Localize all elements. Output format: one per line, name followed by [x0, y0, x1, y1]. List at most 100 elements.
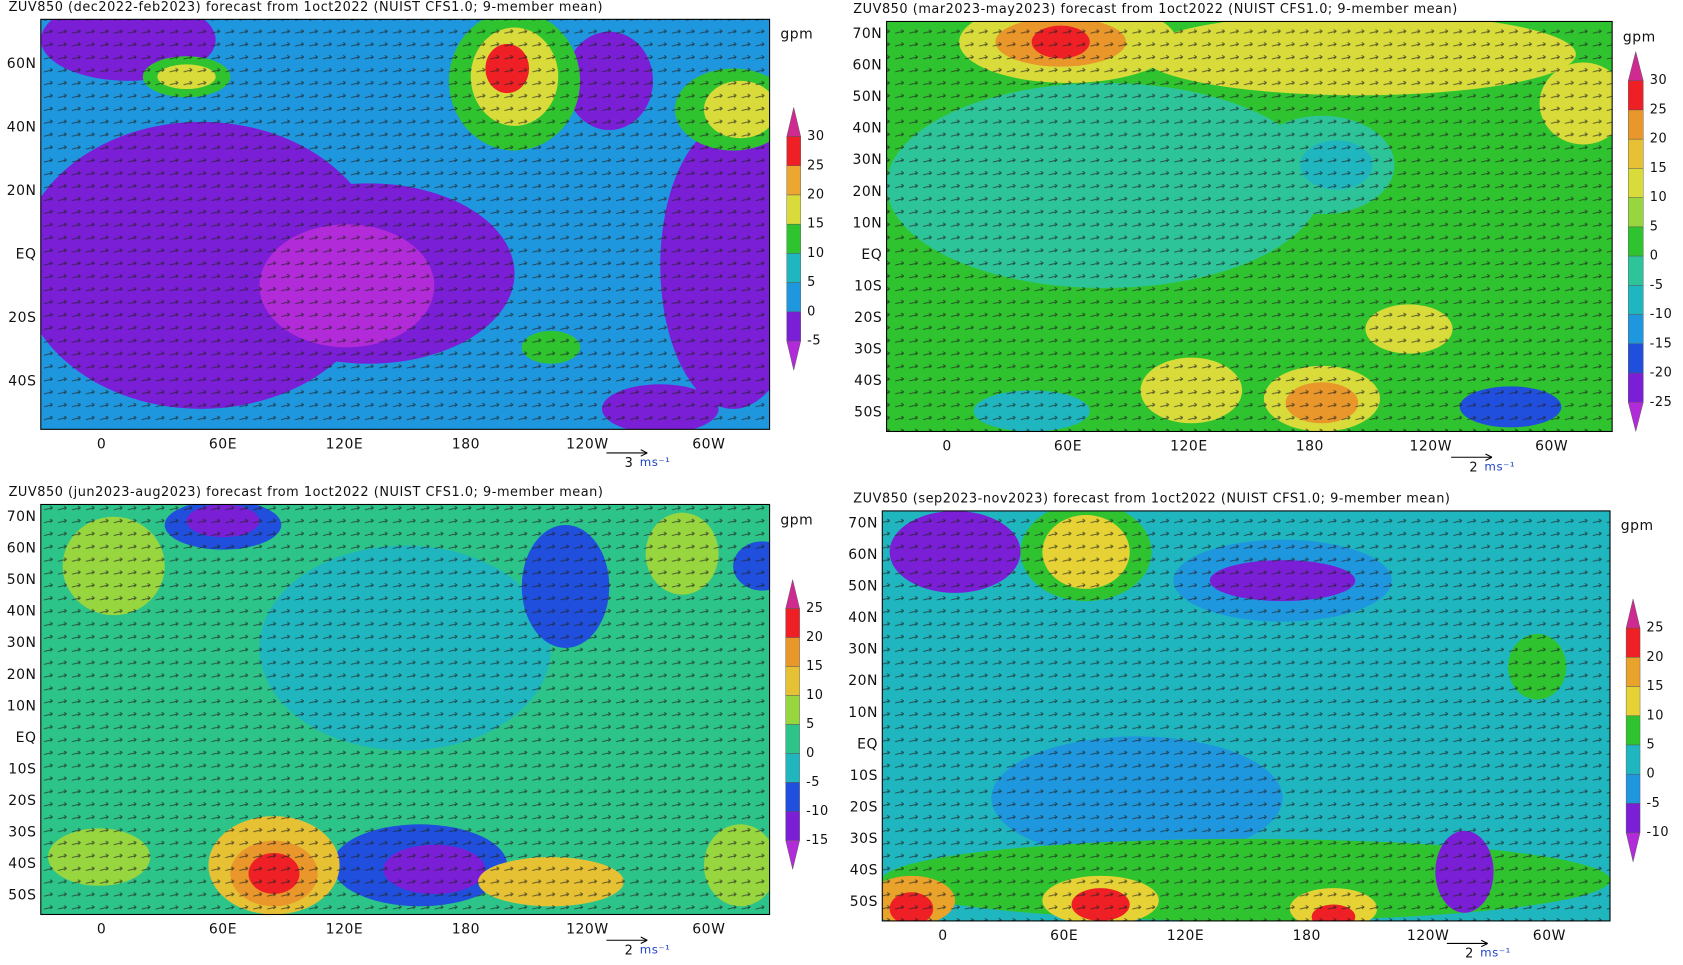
- lat-label: 50N: [853, 89, 883, 105]
- lon-label: 60E: [1054, 439, 1082, 455]
- colorbar-unit: gpm: [1623, 30, 1656, 46]
- lon-label: 60W: [692, 922, 725, 938]
- colorbar-label: -5: [806, 775, 820, 790]
- lon-label: 120E: [1170, 439, 1208, 455]
- colorbar-swatch: [786, 194, 801, 225]
- lat-label: 20S: [8, 793, 36, 809]
- colorbar-label: -5: [1650, 278, 1664, 293]
- colorbar-swatch: [1625, 715, 1641, 746]
- lat-label: 30N: [848, 642, 878, 658]
- colorbar-swatch: [786, 311, 801, 342]
- colorbar-label: 15: [1647, 679, 1664, 694]
- colorbar-swatch: [1625, 627, 1641, 658]
- colorbar-label: 20: [806, 630, 823, 645]
- colorbar-label: 0: [807, 304, 816, 319]
- colorbar-swatch: [786, 136, 801, 166]
- lat-label: 30N: [7, 635, 37, 651]
- lon-label: 120E: [1167, 928, 1205, 944]
- colorbar-label: 5: [1647, 738, 1656, 753]
- lat-label: 50S: [850, 894, 878, 910]
- colorbar-swatch: [786, 223, 801, 254]
- colorbar-swatch: [785, 753, 800, 783]
- vector-key-head: [640, 449, 648, 457]
- lon-label: 180: [452, 922, 480, 938]
- lon-label: 120W: [566, 922, 609, 938]
- lat-label: 40N: [853, 121, 883, 137]
- colorbar-swatch: [1627, 51, 1644, 81]
- lat-label: 20S: [850, 799, 878, 815]
- lat-label: 70N: [848, 516, 878, 532]
- colorbar-swatch: [785, 782, 800, 812]
- map-field: [886, 21, 1613, 432]
- colorbar-swatch: [1625, 744, 1641, 775]
- colorbar-swatch: [1628, 109, 1644, 140]
- colorbar-swatch: [1628, 285, 1644, 315]
- lat-label: 50N: [848, 579, 878, 595]
- lat-label: 20S: [854, 310, 882, 326]
- colorbar-swatch: [785, 579, 800, 609]
- vector-key-unit: ms⁻¹: [640, 455, 671, 469]
- vector-key-unit: ms⁻¹: [1480, 946, 1511, 960]
- map-field: [40, 504, 770, 915]
- colorbar-swatch: [786, 282, 801, 313]
- colorbar-label: 10: [1647, 708, 1664, 723]
- wind-vectors: [40, 19, 770, 430]
- colorbar-label: 0: [1647, 767, 1656, 782]
- panel: ZUV850 (dec2022-feb2023) forecast from 1…: [7, 0, 824, 471]
- colorbar-swatch: [786, 107, 801, 137]
- colorbar-label: -10: [1647, 825, 1670, 840]
- lon-label: 0: [942, 439, 951, 455]
- colorbar-label: 5: [807, 275, 816, 290]
- colorbar-swatch: [1628, 372, 1644, 403]
- colorbar-label: 0: [1650, 249, 1659, 264]
- colorbar-swatch: [785, 666, 800, 696]
- colorbar-label: 30: [807, 129, 824, 144]
- colorbar-label: 20: [807, 187, 824, 202]
- map-field: [882, 510, 1611, 921]
- colorbar-swatch: [1628, 80, 1644, 111]
- lat-label: 10N: [848, 705, 878, 721]
- lon-label: 180: [452, 436, 480, 452]
- colorbar-label: 25: [806, 601, 823, 616]
- lat-label: EQ: [861, 247, 882, 263]
- lat-label: 50S: [8, 888, 36, 904]
- lat-label: 30S: [854, 341, 882, 357]
- colorbar-swatch: [1628, 138, 1644, 169]
- colorbar-unit: gpm: [1621, 518, 1654, 534]
- colorbar-unit: gpm: [780, 513, 813, 529]
- colorbar-label: -25: [1650, 395, 1673, 410]
- lat-label: 10S: [8, 761, 36, 777]
- lat-label: 30S: [850, 831, 878, 847]
- colorbar-label: 15: [807, 217, 824, 232]
- lon-label: 120E: [326, 436, 364, 452]
- lon-label: 180: [1293, 928, 1321, 944]
- colorbar-swatch: [785, 695, 800, 725]
- colorbar-swatch: [1628, 314, 1644, 345]
- lat-label: EQ: [16, 730, 37, 746]
- lon-label: 0: [97, 922, 106, 938]
- colorbar-swatch: [786, 253, 801, 283]
- colorbar-label: -20: [1650, 366, 1673, 381]
- vector-key-magnitude: 2: [625, 943, 634, 958]
- colorbar-label: 5: [806, 717, 815, 732]
- lon-label: 60W: [1535, 439, 1568, 455]
- lon-label: 0: [938, 928, 947, 944]
- lat-label: 70N: [853, 26, 883, 42]
- colorbar-swatch: [785, 724, 800, 754]
- colorbar-label: -5: [807, 334, 821, 349]
- lat-label: 60N: [853, 58, 883, 74]
- lat-label: 20S: [8, 310, 36, 326]
- lon-label: 120E: [326, 922, 364, 938]
- lon-label: 120W: [1409, 439, 1452, 455]
- map-frame: [40, 18, 771, 430]
- lat-label: 60N: [7, 541, 37, 557]
- colorbar-swatch: [1625, 774, 1641, 804]
- colorbar-label: 5: [1650, 219, 1659, 234]
- lat-label: 70N: [7, 509, 37, 525]
- lon-label: 120W: [566, 436, 609, 452]
- vector-key-magnitude: 2: [1469, 460, 1478, 475]
- colorbar-label: -5: [1647, 796, 1661, 811]
- colorbar-label: 10: [807, 246, 824, 261]
- lat-label: 40N: [7, 604, 37, 620]
